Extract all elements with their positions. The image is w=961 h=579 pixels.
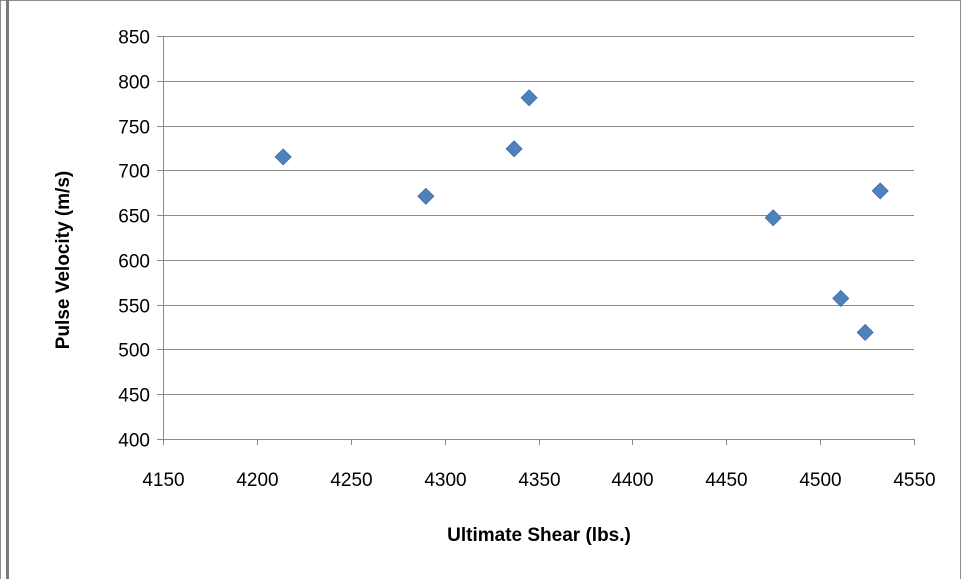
y-tick-label: 600 xyxy=(118,252,150,273)
data-point xyxy=(832,289,850,307)
x-tick-label: 4150 xyxy=(142,470,184,491)
chart-border-left xyxy=(6,0,9,579)
x-tick-labels: 4150 4200 4250 4300 4350 4400 4450 4500 4550 xyxy=(142,470,935,491)
x-tick-label: 4250 xyxy=(330,470,372,491)
x-tick-label: 4550 xyxy=(893,470,935,491)
y-tick-label: 650 xyxy=(118,207,150,228)
y-tick-label: 750 xyxy=(118,118,150,139)
y-tick-label: 850 xyxy=(118,28,150,49)
x-tick-label: 4200 xyxy=(236,470,278,491)
axes xyxy=(157,36,915,445)
y-tick-label: 550 xyxy=(118,297,150,318)
x-tick-label: 4450 xyxy=(705,470,747,491)
data-point xyxy=(274,148,292,166)
y-tick-label: 500 xyxy=(118,341,150,362)
y-tick-labels: 400 450 500 550 600 650 700 750 800 850 xyxy=(118,28,150,452)
data-points xyxy=(274,89,889,341)
x-tick-label: 4300 xyxy=(424,470,466,491)
data-point xyxy=(505,140,523,158)
y-tick-label: 800 xyxy=(118,73,150,94)
data-point xyxy=(520,89,538,107)
x-tick-label: 4400 xyxy=(611,470,653,491)
x-axis-title: Ultimate Shear (lbs.) xyxy=(447,525,631,546)
gridlines xyxy=(163,36,914,395)
x-tick-label: 4500 xyxy=(799,470,841,491)
y-tick-label: 700 xyxy=(118,162,150,183)
data-point xyxy=(871,182,889,200)
y-axis-title: Pulse Velocity (m/s) xyxy=(53,171,74,349)
data-point xyxy=(856,323,874,341)
data-point xyxy=(764,209,782,227)
x-tick-label: 4350 xyxy=(518,470,560,491)
y-tick-label: 400 xyxy=(118,431,150,452)
y-tick-label: 450 xyxy=(118,386,150,407)
data-point xyxy=(417,187,435,205)
